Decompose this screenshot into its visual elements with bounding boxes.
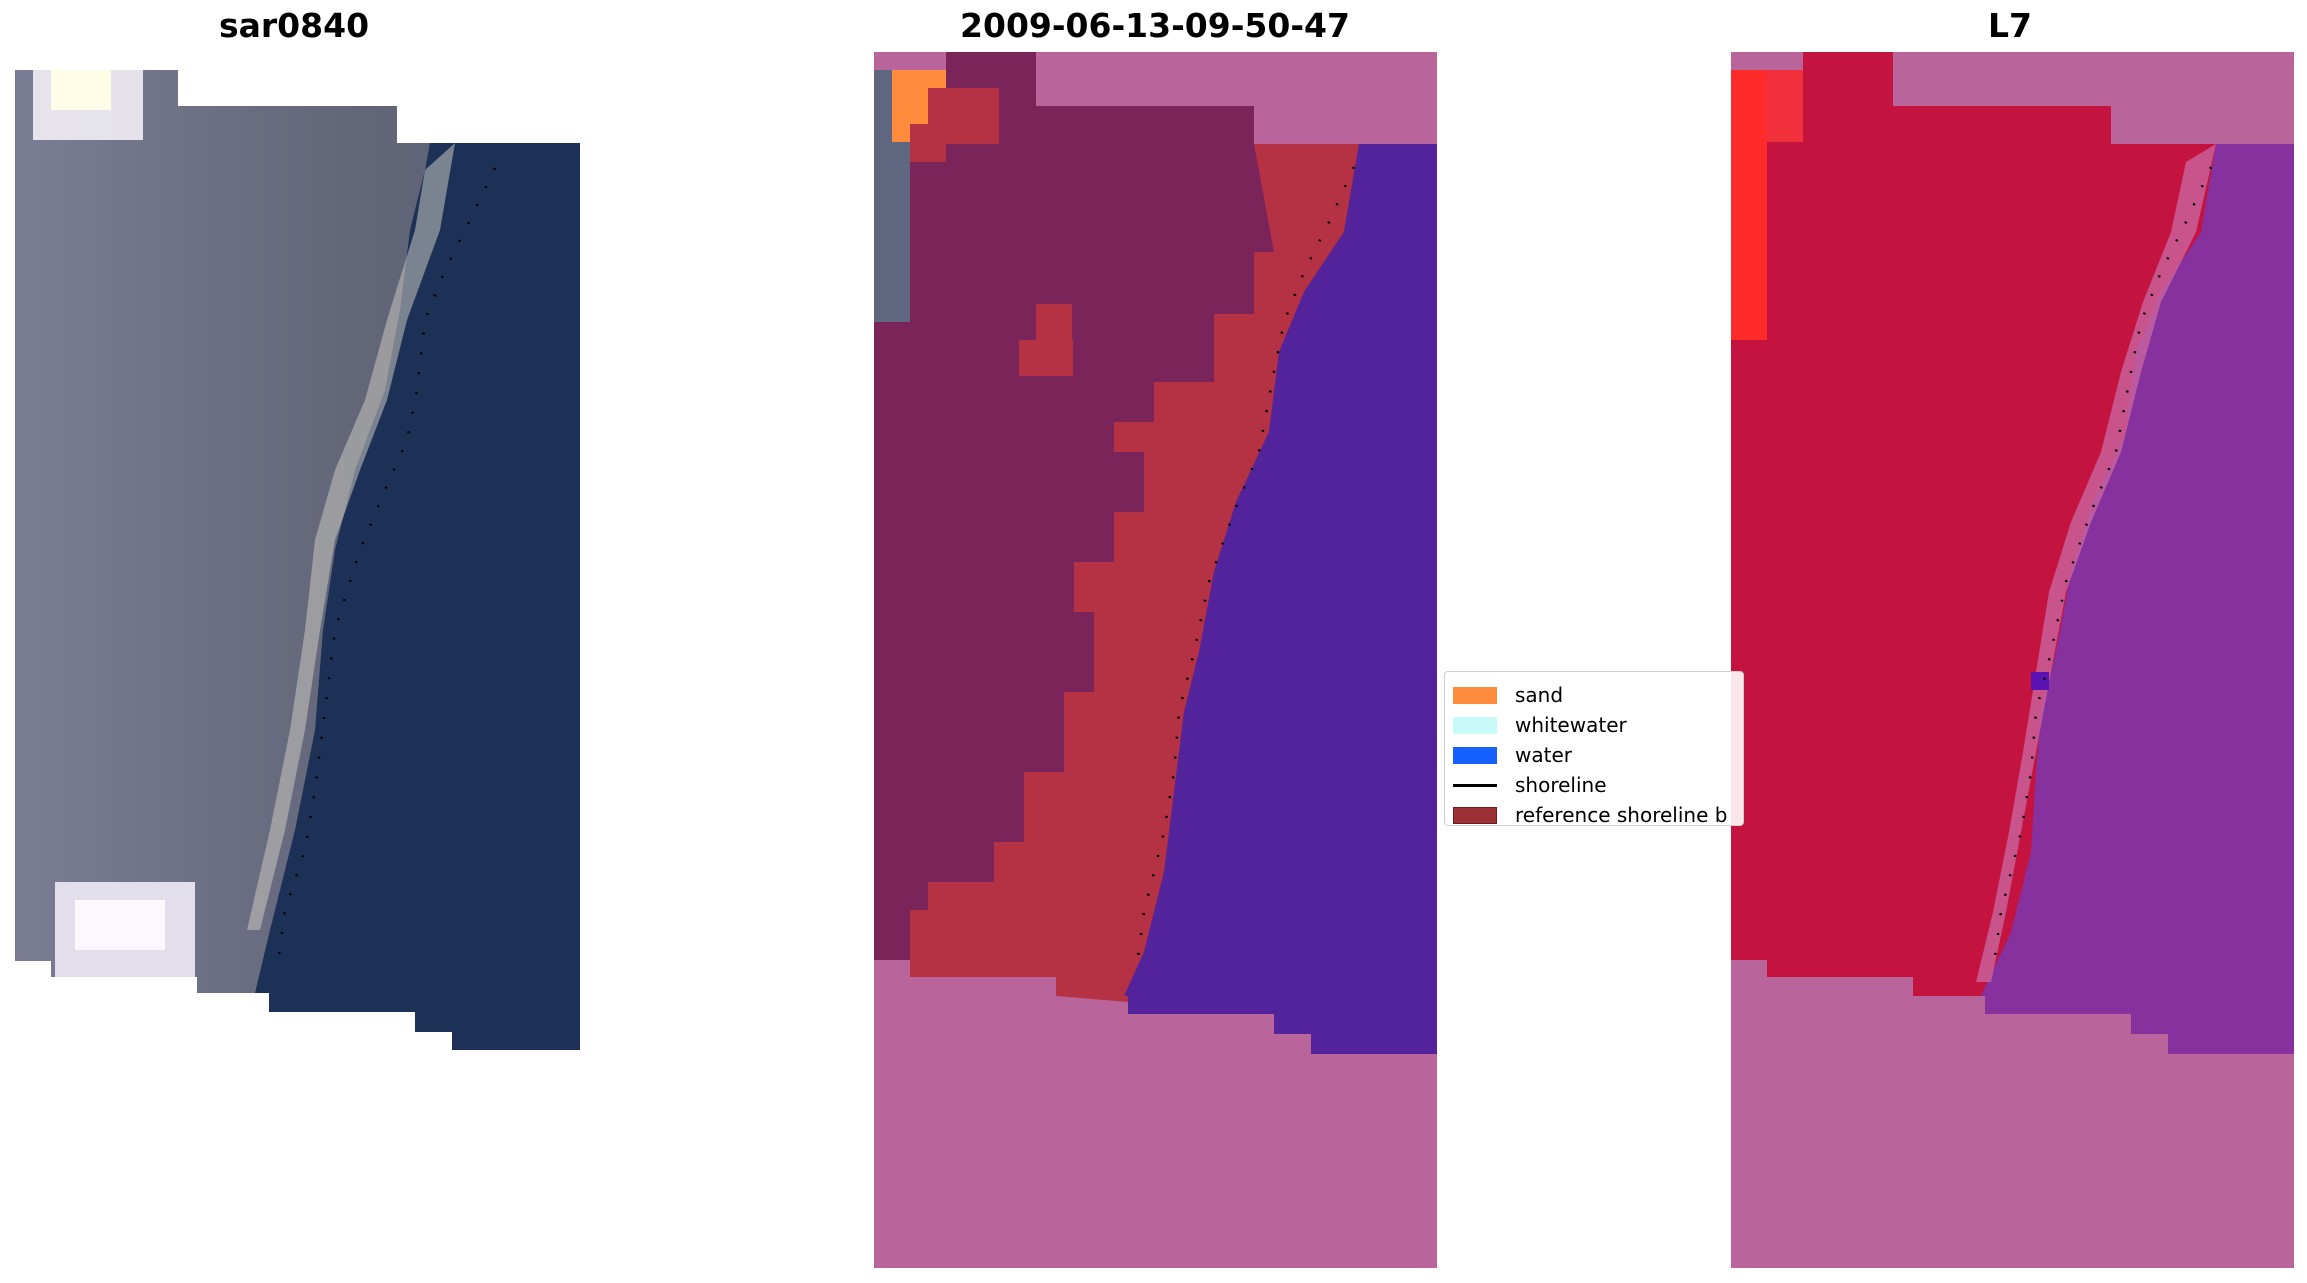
- whitewater-swatch: [1453, 716, 1497, 734]
- legend-label-shoreline: shoreline: [1515, 773, 1607, 797]
- middle-panel-title: 2009-06-13-09-50-47: [960, 6, 1350, 45]
- rgb-image-panel: [15, 70, 580, 1050]
- rgb-image: [15, 70, 580, 1050]
- classification-panel: [874, 52, 1437, 1268]
- reference-buffer-swatch: [1453, 806, 1497, 824]
- right-panel-title: L7: [1988, 6, 2032, 45]
- left-panel-title: sar0840: [219, 6, 370, 45]
- index-image: [1731, 52, 2294, 1268]
- legend-item-reference-shoreline: reference shoreline b: [1453, 802, 1728, 826]
- legend-item-sand: sand: [1453, 682, 1563, 708]
- index-panel: [1731, 52, 2294, 1268]
- legend: sand whitewater water shoreline referenc…: [1444, 671, 1744, 826]
- legend-label-sand: sand: [1515, 683, 1564, 707]
- sand-swatch: [1453, 686, 1497, 704]
- legend-item-shoreline: shoreline: [1453, 772, 1607, 798]
- shoreline-line-icon: [1453, 783, 1497, 787]
- legend-item-whitewater: whitewater: [1453, 712, 1627, 738]
- legend-item-water: water: [1453, 742, 1572, 768]
- water-swatch: [1453, 746, 1497, 764]
- legend-label-water: water: [1515, 743, 1572, 767]
- classification-image: [874, 52, 1437, 1268]
- legend-label-reference-shoreline: reference shoreline b: [1515, 803, 1728, 826]
- legend-label-whitewater: whitewater: [1515, 713, 1627, 737]
